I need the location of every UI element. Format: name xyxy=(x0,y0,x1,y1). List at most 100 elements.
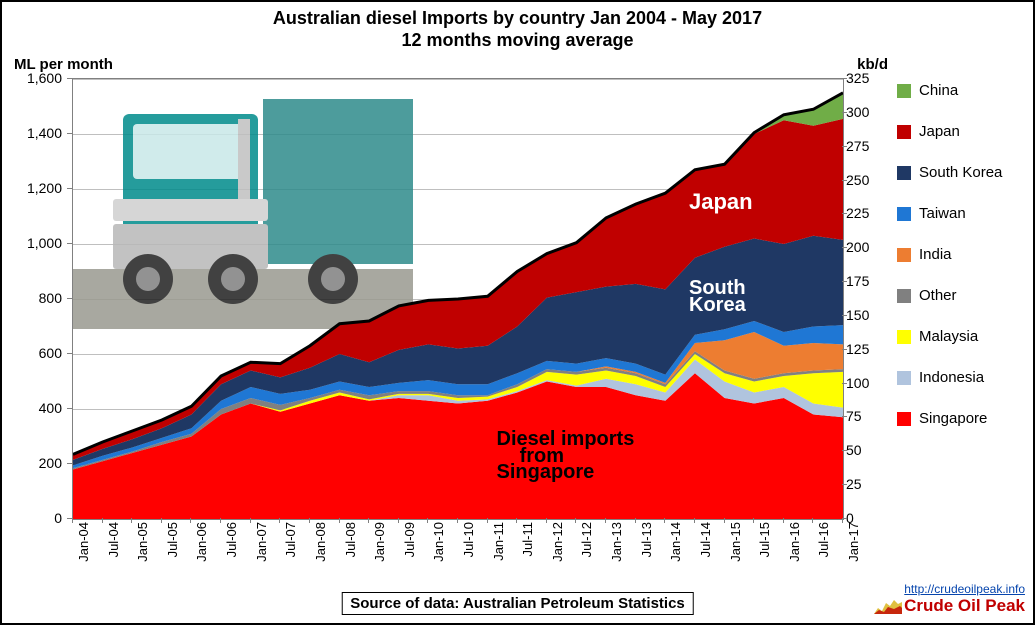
legend-swatch xyxy=(897,248,911,262)
legend-label: South Korea xyxy=(919,164,1002,181)
legend-swatch xyxy=(897,166,911,180)
x-tick-label: Jan-11 xyxy=(491,522,506,561)
x-tick-mark xyxy=(724,518,725,523)
y2-tick-mark xyxy=(842,112,847,113)
y1-tick-mark xyxy=(67,133,72,134)
y2-tick-label: 300 xyxy=(846,104,869,120)
x-tick-label: Jan-08 xyxy=(313,522,328,562)
x-tick-label: Jul-12 xyxy=(579,522,594,557)
y1-tick-label: 400 xyxy=(39,400,62,416)
x-tick-mark xyxy=(279,518,280,523)
legend-item-indonesia: Indonesia xyxy=(897,369,1025,386)
y2-tick-mark xyxy=(842,315,847,316)
y2-tick-mark xyxy=(842,281,847,282)
x-tick-label: Jul-11 xyxy=(520,522,535,556)
x-tick-label: Jan-14 xyxy=(668,522,683,562)
x-tick-label: Jan-06 xyxy=(194,522,209,562)
logo-url: http://crudeoilpeak.info xyxy=(874,582,1025,596)
legend-item-singapore: Singapore xyxy=(897,410,1025,427)
x-tick-label: Jul-14 xyxy=(698,522,713,557)
legend-label: Other xyxy=(919,287,957,304)
source-caption: Source of data: Australian Petroleum Sta… xyxy=(341,592,694,615)
x-tick-mark xyxy=(161,518,162,523)
x-tick-label: Jan-15 xyxy=(728,522,743,562)
x-tick-mark xyxy=(516,518,517,523)
legend-item-south-korea: South Korea xyxy=(897,164,1025,181)
x-tick-label: Jul-07 xyxy=(283,522,298,557)
y2-tick-mark xyxy=(842,484,847,485)
x-tick-mark xyxy=(812,518,813,523)
x-tick-mark xyxy=(102,518,103,523)
y2-tick-label: 325 xyxy=(846,70,869,86)
y2-tick-mark xyxy=(842,383,847,384)
y1-tick-label: 200 xyxy=(39,455,62,471)
y2-tick-mark xyxy=(842,78,847,79)
x-tick-label: Jan-07 xyxy=(254,522,269,562)
y2-tick-label: 275 xyxy=(846,138,869,154)
x-tick-label: Jul-04 xyxy=(106,522,121,557)
x-tick-label: Jul-16 xyxy=(816,522,831,557)
x-tick-label: Jan-17 xyxy=(846,522,861,562)
plot-area: JapanSouthKoreaDiesel importsfromSingapo… xyxy=(72,78,844,520)
x-tick-mark xyxy=(457,518,458,523)
x-tick-container: Jan-04Jul-04Jan-05Jul-05Jan-06Jul-06Jan-… xyxy=(72,522,842,582)
y1-tick-label: 1,000 xyxy=(27,235,62,251)
x-tick-label: Jul-13 xyxy=(639,522,654,557)
y2-tick-label: 150 xyxy=(846,307,869,323)
y2-tick-label: 125 xyxy=(846,341,869,357)
y2-tick-label: 25 xyxy=(846,476,862,492)
legend-item-taiwan: Taiwan xyxy=(897,205,1025,222)
y2-tick-label: 100 xyxy=(846,375,869,391)
y2-tick-mark xyxy=(842,146,847,147)
chart-title-line2: 12 months moving average xyxy=(2,30,1033,51)
y1-tick-mark xyxy=(67,188,72,189)
x-tick-label: Jul-05 xyxy=(165,522,180,557)
x-tick-label: Jul-06 xyxy=(224,522,239,557)
x-tick-mark xyxy=(664,518,665,523)
legend-item-india: India xyxy=(897,246,1025,263)
stacked-area-svg xyxy=(73,79,843,519)
x-tick-mark xyxy=(546,518,547,523)
x-tick-mark xyxy=(131,518,132,523)
y2-tick-mark xyxy=(842,416,847,417)
legend-item-malaysia: Malaysia xyxy=(897,328,1025,345)
x-tick-label: Jan-16 xyxy=(787,522,802,562)
x-tick-mark xyxy=(605,518,606,523)
x-tick-label: Jan-12 xyxy=(550,522,565,562)
legend-swatch xyxy=(897,371,911,385)
x-tick-mark xyxy=(842,518,843,523)
legend-swatch xyxy=(897,125,911,139)
x-tick-mark xyxy=(635,518,636,523)
legend-label: Taiwan xyxy=(919,205,966,222)
x-tick-label: Jan-04 xyxy=(76,522,91,562)
logo-icon xyxy=(874,598,902,617)
x-tick-mark xyxy=(783,518,784,523)
y1-tick-mark xyxy=(67,298,72,299)
y2-tick-label: 225 xyxy=(846,205,869,221)
y1-tick-mark xyxy=(67,463,72,464)
legend: ChinaJapanSouth KoreaTaiwanIndiaOtherMal… xyxy=(897,82,1025,451)
y2-tick-label: 175 xyxy=(846,273,869,289)
y1-tick-label: 800 xyxy=(39,290,62,306)
y2-tick-label: 200 xyxy=(846,239,869,255)
y2-tick-mark xyxy=(842,247,847,248)
chart-title-line1: Australian diesel Imports by country Jan… xyxy=(2,8,1033,29)
legend-label: Indonesia xyxy=(919,369,984,386)
x-tick-label: Jul-08 xyxy=(343,522,358,557)
x-tick-label: Jul-09 xyxy=(402,522,417,557)
y1-tick-label: 1,600 xyxy=(27,70,62,86)
y1-tick-mark xyxy=(67,353,72,354)
legend-label: Singapore xyxy=(919,410,987,427)
x-tick-mark xyxy=(339,518,340,523)
x-tick-label: Jan-09 xyxy=(372,522,387,562)
x-tick-mark xyxy=(190,518,191,523)
y2-tick-mark xyxy=(842,213,847,214)
legend-swatch xyxy=(897,412,911,426)
y2-tick-mark xyxy=(842,180,847,181)
y1-tick-label: 600 xyxy=(39,345,62,361)
y2-tick-label: 250 xyxy=(846,172,869,188)
legend-label: Malaysia xyxy=(919,328,978,345)
x-tick-mark xyxy=(368,518,369,523)
legend-item-japan: Japan xyxy=(897,123,1025,140)
legend-swatch xyxy=(897,289,911,303)
